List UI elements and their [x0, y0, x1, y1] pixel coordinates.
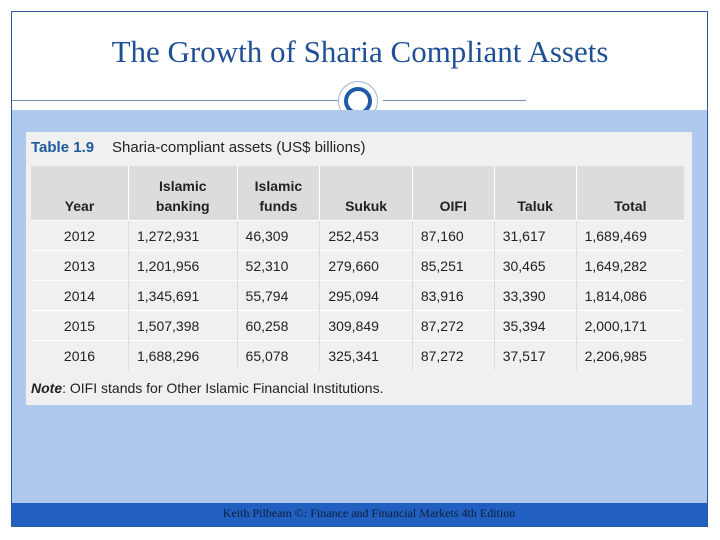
table-cell: 1,688,296 [128, 340, 238, 370]
table-cell: 46,309 [237, 220, 321, 251]
table-header-row: Year Islamic banking Islamic funds Sukuk O… [31, 166, 684, 221]
table-cell: 87,272 [412, 340, 495, 370]
column-header-sukuk: Sukuk [319, 166, 413, 221]
column-header-total: Total [576, 166, 684, 221]
table-cell: 2013 [31, 250, 129, 281]
table-cell: 31,617 [494, 220, 577, 251]
table-row: 2016 1,688,296 65,078 325,341 87,272 37,… [31, 340, 684, 370]
table-cell: 2015 [31, 310, 129, 341]
sharia-assets-table: Year Islamic banking Islamic funds Sukuk O… [31, 166, 684, 370]
table-cell: 55,794 [237, 280, 321, 311]
table-cell: 2016 [31, 340, 129, 370]
table-cell: 30,465 [494, 250, 577, 281]
table-row: 2014 1,345,691 55,794 295,094 83,916 33,… [31, 280, 684, 311]
title-divider-right [383, 100, 526, 101]
table-cell: 325,341 [319, 340, 413, 370]
table-cell: 1,507,398 [128, 310, 238, 341]
table-cell: 35,394 [494, 310, 577, 341]
table-cell: 2,000,171 [576, 310, 684, 341]
table-cell: 33,390 [494, 280, 577, 311]
table-row: 2013 1,201,956 52,310 279,660 85,251 30,… [31, 250, 684, 281]
column-header-taluk: Taluk [494, 166, 577, 221]
note-text: : OIFI stands for Other Islamic Financia… [62, 380, 384, 396]
table-cell: 1,689,469 [576, 220, 684, 251]
table-caption: Sharia-compliant assets (US$ billions) [112, 139, 366, 156]
table-cell: 87,272 [412, 310, 495, 341]
table-row: 2015 1,507,398 60,258 309,849 87,272 35,… [31, 310, 684, 341]
table-cell: 2012 [31, 220, 129, 251]
column-header-islamic-banking: Islamic banking [128, 166, 238, 221]
table-cell: 65,078 [237, 340, 321, 370]
table-cell: 87,160 [412, 220, 495, 251]
table-cell: 85,251 [412, 250, 495, 281]
table-note: Note: OIFI stands for Other Islamic Fina… [31, 380, 383, 396]
table-cell: 1,272,931 [128, 220, 238, 251]
note-label: Note [31, 380, 63, 396]
table-cell: 52,310 [237, 250, 321, 281]
title-divider-left [12, 100, 338, 101]
table-cell: 279,660 [319, 250, 413, 281]
table-row: 2012 1,272,931 46,309 252,453 87,160 31,… [31, 220, 684, 251]
table-label: Table 1.9 [31, 139, 95, 156]
footer-credit: Keith Pilbeam ©: Finance and Financial M… [222, 506, 516, 520]
table-cell: 37,517 [494, 340, 577, 370]
table-figure: Table 1.9 Sharia-compliant assets (US$ b… [26, 132, 692, 405]
table-cell: 2,206,985 [576, 340, 684, 370]
table-cell: 252,453 [319, 220, 413, 251]
table-cell: 295,094 [319, 280, 413, 311]
table-cell: 83,916 [412, 280, 495, 311]
table-cell: 1,201,956 [128, 250, 238, 281]
footer-bar [12, 503, 707, 526]
column-header-oifi: OIFI [412, 166, 495, 221]
table-cell: 1,649,282 [576, 250, 684, 281]
column-header-year: Year [31, 166, 129, 221]
table-cell: 1,814,086 [576, 280, 684, 311]
table-cell: 60,258 [237, 310, 321, 341]
table-cell: 309,849 [319, 310, 413, 341]
table-cell: 1,345,691 [128, 280, 238, 311]
table-cell: 2014 [31, 280, 129, 311]
column-header-islamic-funds: Islamic funds [237, 166, 321, 221]
slide-title: The Growth of Sharia Compliant Assets [111, 34, 609, 69]
